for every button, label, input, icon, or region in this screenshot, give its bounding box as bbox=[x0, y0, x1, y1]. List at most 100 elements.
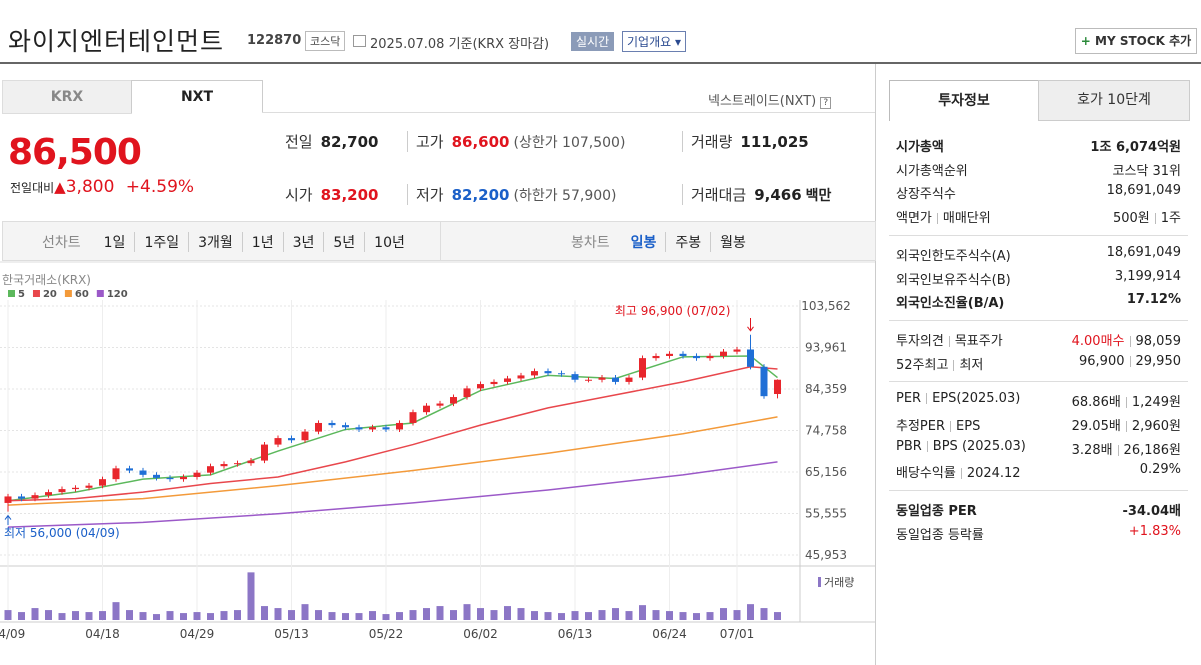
volume-legend-swatch bbox=[818, 577, 821, 587]
info-value-part: 500원 bbox=[1112, 211, 1150, 227]
volume-bar bbox=[112, 602, 120, 620]
x-tick-label: 04/18 bbox=[85, 627, 120, 641]
volume-bar bbox=[652, 610, 660, 620]
period-option[interactable]: 일봉 bbox=[630, 235, 657, 251]
period-option[interactable]: 1일 bbox=[103, 235, 126, 251]
candle-body bbox=[733, 349, 741, 352]
info-label-part: 동일업종 등락률 bbox=[896, 527, 984, 543]
info-label: 배당수익률 2024.12 bbox=[896, 462, 1021, 481]
info-value-part: 3,199,914 bbox=[1114, 268, 1181, 284]
info-value-part: 3.28배 bbox=[1071, 442, 1113, 458]
volume-bar bbox=[774, 612, 781, 620]
stat-label: 고가 bbox=[416, 133, 444, 151]
realtime[interactable]: 실시간 bbox=[571, 32, 615, 51]
volume-bar bbox=[679, 612, 687, 620]
info-value-part: 1주 bbox=[1150, 211, 1181, 226]
candle-body bbox=[234, 463, 241, 465]
x-tick-label: 06/24 bbox=[652, 627, 687, 641]
candle-body bbox=[247, 460, 255, 464]
info-label-part: EPS bbox=[945, 419, 980, 434]
stat-label: 저가 bbox=[416, 186, 444, 204]
info-label-part: 동일업종 PER bbox=[896, 504, 977, 520]
candle-body bbox=[477, 384, 484, 389]
info-label: 상장주식수 bbox=[896, 183, 956, 202]
candle-body bbox=[639, 358, 646, 378]
period-option[interactable]: 3년 bbox=[282, 232, 324, 252]
legend-swatch bbox=[96, 290, 104, 297]
nxt-link[interactable]: 넥스트레이드(NXT) ? bbox=[708, 90, 832, 109]
volume-bar bbox=[315, 610, 322, 620]
volume-bar bbox=[477, 608, 484, 620]
candle-body bbox=[382, 427, 390, 430]
group-divider bbox=[889, 319, 1188, 321]
company-info[interactable]: 기업개요 ▾ bbox=[622, 31, 687, 52]
info-label-part: 목표주가 bbox=[944, 334, 1003, 349]
period-option[interactable]: 월봉 bbox=[710, 232, 755, 252]
volume-bar bbox=[504, 606, 511, 620]
period-option[interactable]: 5년 bbox=[323, 232, 364, 252]
info-value: 4.00매수 98,059 bbox=[1072, 330, 1181, 349]
date: 2025.07.08 기준(KRX 장마감) bbox=[370, 37, 550, 52]
volume-bar bbox=[585, 612, 592, 620]
candle-body bbox=[666, 353, 673, 356]
info-label-part: 52주최고 bbox=[896, 357, 949, 373]
period-option[interactable]: 1년 bbox=[241, 232, 283, 252]
ma-line bbox=[7, 355, 778, 502]
info-value: 96,900 29,950 bbox=[1079, 354, 1181, 369]
info-label-part: 최저 bbox=[948, 358, 983, 373]
candle-body bbox=[396, 422, 403, 430]
info-label-part: 매매단위 bbox=[932, 211, 991, 226]
y-tick-label: 65,156 bbox=[805, 465, 847, 479]
period-candle-label: 봉차트 bbox=[571, 235, 610, 251]
info-value-part: 26,186원 bbox=[1113, 443, 1181, 458]
stat: 고가 86,600 (상한가 107,500) bbox=[407, 131, 625, 152]
period-split bbox=[440, 222, 441, 260]
candle-body bbox=[409, 412, 417, 423]
stat-value: 83,200 bbox=[320, 186, 379, 204]
stat-label: 거래량 bbox=[691, 133, 733, 151]
volume-bar bbox=[382, 614, 390, 620]
tab-krx[interactable]: KRX bbox=[2, 80, 132, 114]
info-value-part: 96,900 bbox=[1079, 353, 1125, 369]
info-value: 3,199,914 bbox=[1115, 269, 1181, 284]
info-label: PBR BPS (2025.03) bbox=[896, 439, 1026, 454]
divider bbox=[875, 64, 876, 665]
side-tab-2[interactable]: 호가 10단계 bbox=[1038, 80, 1190, 121]
period-option[interactable]: 주봉 bbox=[665, 232, 710, 252]
period-line-label: 선차트 bbox=[42, 235, 81, 251]
candle-body bbox=[625, 377, 633, 382]
candle-body bbox=[85, 485, 93, 488]
side-tab-1[interactable]: 투자정보 bbox=[889, 80, 1039, 121]
info-label-part: 외국인보유주식수(B) bbox=[896, 272, 1011, 288]
stat-note: (상한가 107,500) bbox=[513, 135, 626, 151]
info-label: 투자의견 목표주가 bbox=[896, 330, 1003, 349]
candle-body bbox=[207, 466, 214, 473]
volume-bar bbox=[598, 610, 606, 620]
calendar-icon bbox=[353, 35, 366, 47]
candle-body bbox=[315, 422, 322, 432]
period-option[interactable]: 1주일 bbox=[134, 232, 188, 252]
candle-body bbox=[450, 397, 457, 404]
info-label-part: 투자의견 bbox=[896, 333, 944, 349]
volume-bar bbox=[261, 606, 268, 620]
tab-nxt[interactable]: NXT bbox=[131, 80, 263, 113]
period-option[interactable]: 3개월 bbox=[188, 232, 242, 252]
annotation: 최고 96,900 (07/02) bbox=[615, 304, 731, 318]
stat-unit: 백만 bbox=[805, 188, 832, 204]
volume-bar bbox=[180, 613, 187, 620]
volume-bar bbox=[355, 613, 363, 620]
volume-bar bbox=[720, 608, 727, 620]
volume-bar bbox=[693, 613, 700, 620]
info-value: 0.29% bbox=[1140, 462, 1181, 477]
info-label: 액면가 매매단위 bbox=[896, 207, 991, 226]
volume-bar bbox=[531, 611, 538, 620]
candle-body bbox=[180, 476, 187, 480]
candle-body bbox=[126, 468, 133, 471]
candle-body bbox=[328, 422, 336, 426]
info-value-part: 17.12% bbox=[1126, 292, 1181, 308]
period-option[interactable]: 10년 bbox=[364, 232, 414, 252]
info-value: 17.12% bbox=[1127, 292, 1181, 307]
candle-body bbox=[139, 470, 147, 475]
stat-value: 82,200 bbox=[451, 186, 510, 204]
my-stock[interactable]: + MY STOCK 추가 bbox=[1075, 28, 1197, 54]
